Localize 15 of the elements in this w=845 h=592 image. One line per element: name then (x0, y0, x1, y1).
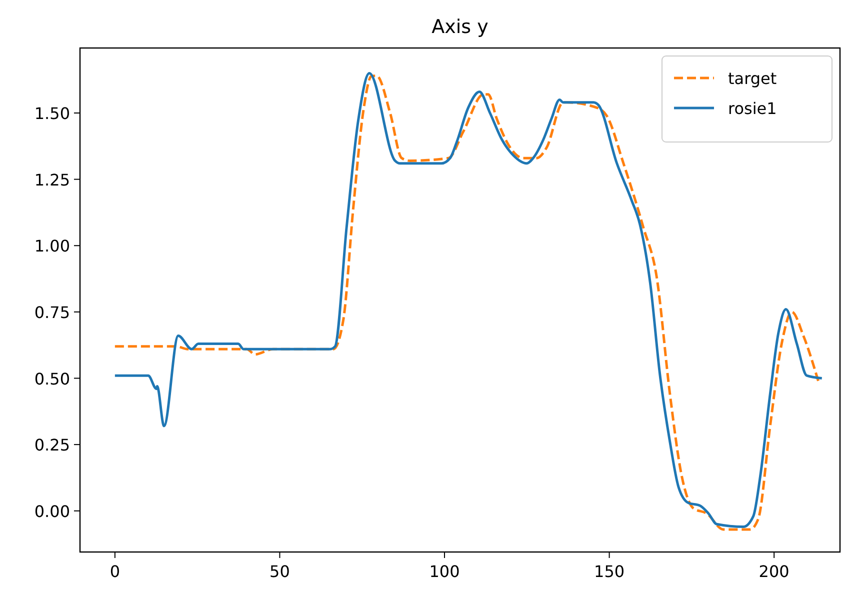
x-tick-label: 200 (758, 562, 790, 581)
y-tick-label: 1.25 (34, 170, 70, 190)
x-tick-label: 50 (270, 562, 290, 581)
x-tick-label: 0 (110, 562, 120, 581)
y-tick-label: 0.75 (34, 302, 70, 322)
y-tick-label: 0.50 (34, 369, 70, 388)
y-tick-label: 0.00 (34, 502, 70, 521)
legend-label: target (728, 69, 777, 88)
y-tick-label: 1.50 (34, 104, 70, 123)
y-tick-label: 1.00 (34, 236, 70, 256)
legend-label: rosie1 (728, 99, 777, 118)
x-tick-label: 100 (429, 562, 460, 581)
y-tick-label: 0.25 (34, 436, 70, 455)
x-tick-label: 150 (594, 562, 625, 581)
chart-title: Axis y (432, 16, 488, 38)
